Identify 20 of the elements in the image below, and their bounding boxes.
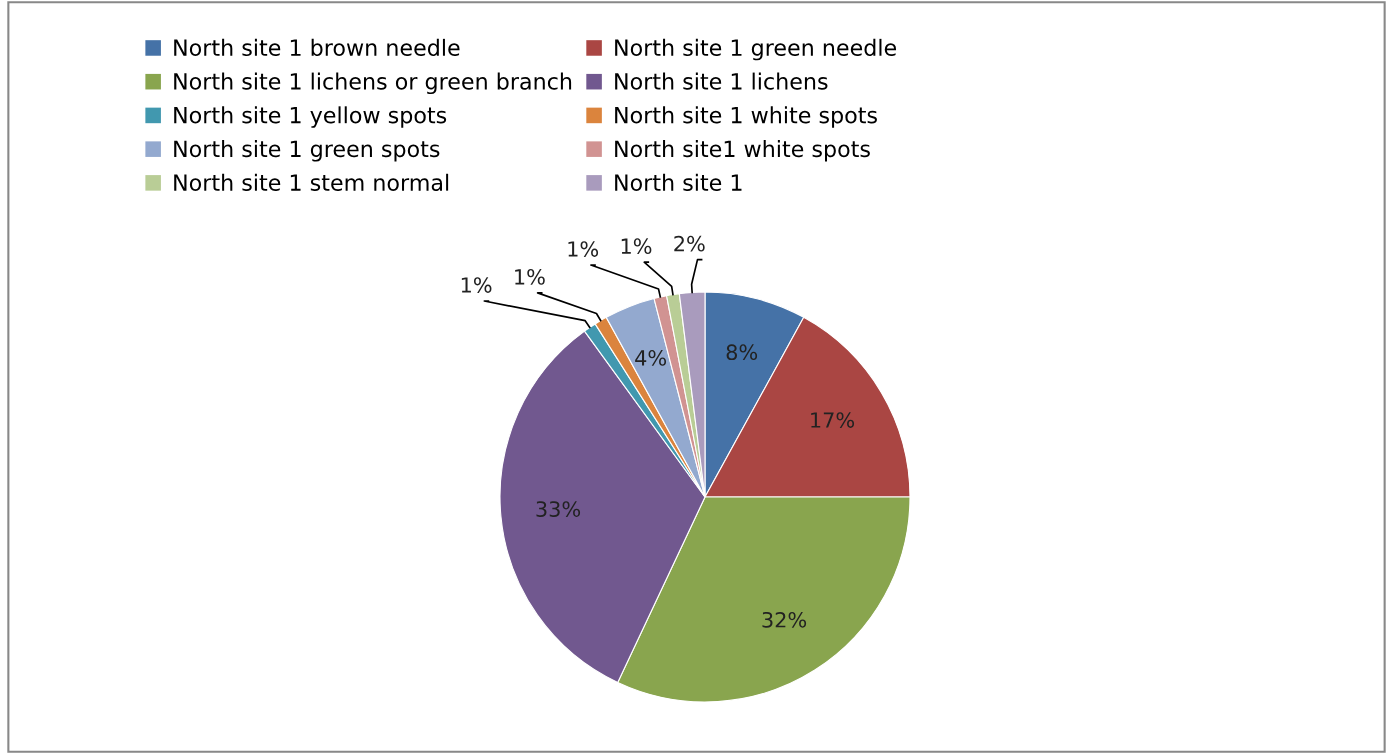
legend-label: North site 1 yellow spots (174, 106, 447, 128)
legend-label: North site 1 green needle (615, 38, 897, 61)
legend-label: North site 1 (615, 173, 742, 191)
data-label: 2% (674, 235, 705, 252)
legend-label: North site 1 lichens or green branch (174, 72, 572, 95)
data-label: 1% (515, 268, 545, 285)
legend-label: North site 1 lichens (615, 72, 828, 90)
data-label: 1% (568, 241, 599, 257)
data-label: 1% (461, 277, 492, 293)
legend-label: North site1 white spots (615, 140, 870, 162)
legend-label: North site 1 brown needle (174, 38, 460, 57)
data-label: 17% (811, 412, 855, 428)
data-label: 4% (635, 350, 667, 366)
legend-label: North site 1 white spots (615, 106, 877, 128)
data-label: 1% (621, 238, 652, 255)
legend-label: North site 1 stem normal (174, 173, 449, 191)
data-label: 32% (762, 611, 807, 628)
legend-label: North site 1 green spots (174, 140, 440, 162)
data-label: 8% (726, 344, 758, 361)
data-label: 33% (536, 501, 581, 517)
